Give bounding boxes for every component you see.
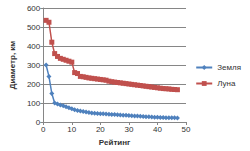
svg-text:20: 20 [96,125,105,134]
svg-text:Рейтинг: Рейтинг [99,138,131,147]
svg-text:200: 200 [27,80,41,89]
svg-text:40: 40 [153,125,162,134]
svg-text:Луна: Луна [217,79,236,88]
svg-text:10: 10 [67,125,76,134]
svg-text:Земля: Земля [217,63,241,72]
svg-text:0: 0 [41,125,46,134]
svg-text:30: 30 [124,125,133,134]
svg-text:Диаметр, км: Диаметр, км [8,41,17,90]
svg-text:0: 0 [35,117,41,127]
svg-text:100: 100 [27,99,41,108]
svg-text:300: 300 [27,61,41,70]
svg-text:500: 500 [27,23,41,32]
svg-text:50: 50 [182,125,191,134]
svg-text:400: 400 [27,42,41,51]
svg-text:600: 600 [27,4,41,13]
